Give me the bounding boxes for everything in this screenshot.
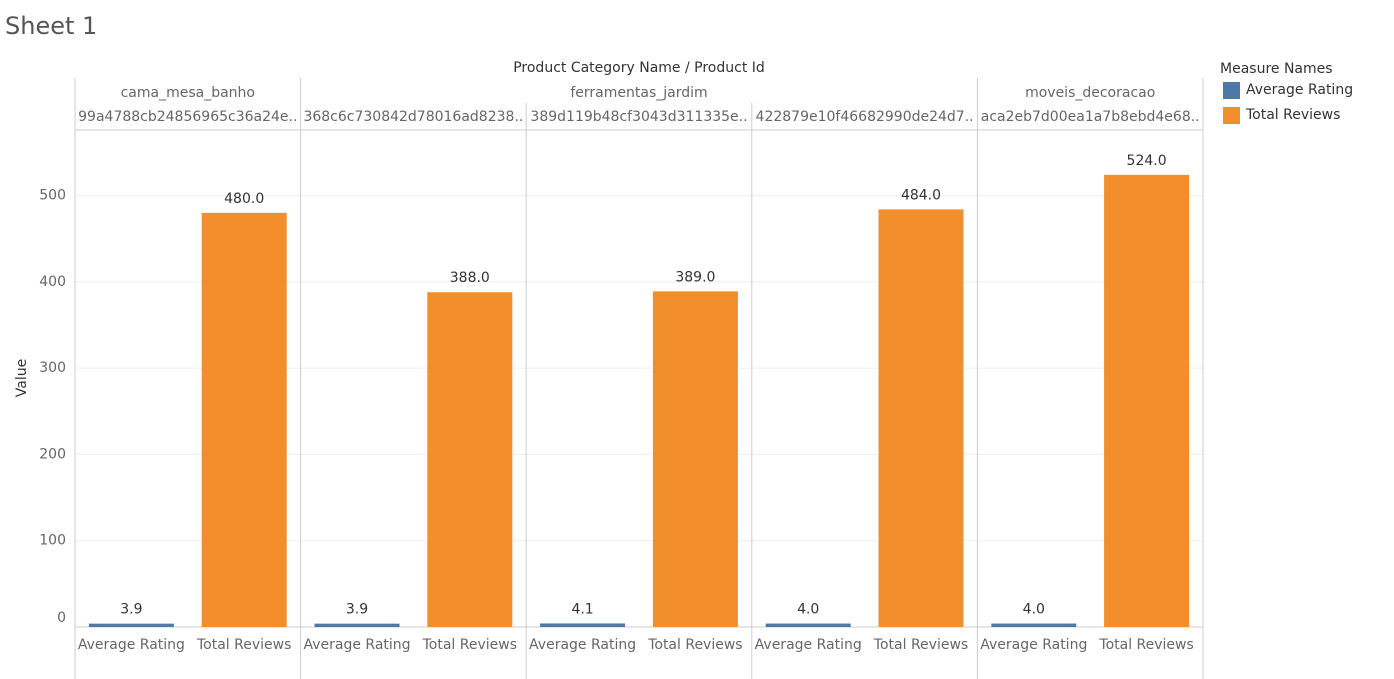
value-label: 388.0 (450, 270, 490, 286)
category-label: 368c6c730842d78016ad8238.. (303, 109, 523, 125)
value-label: 4.1 (571, 601, 593, 617)
x-tick-label: Total Reviews (196, 637, 291, 653)
y-tick-label: 0 (57, 610, 66, 626)
group-label: moveis_decoracao (1025, 85, 1155, 101)
legend-title: Measure Names (1220, 61, 1333, 77)
bar (765, 623, 851, 627)
bar (1104, 174, 1190, 628)
value-label: 524.0 (1127, 153, 1167, 169)
category-label: 389d119b48cf3043d311335e.. (530, 109, 747, 125)
y-tick-label: 100 (39, 533, 66, 549)
bar (991, 623, 1077, 627)
sheet-title: Sheet 1 (5, 12, 97, 40)
legend-label: Total Reviews (1245, 107, 1340, 123)
bar (201, 212, 287, 628)
bar (540, 623, 626, 627)
bar (88, 623, 174, 627)
group-label: cama_mesa_banho (121, 85, 255, 101)
x-tick-label: Average Rating (529, 637, 636, 653)
value-label: 389.0 (675, 269, 715, 285)
value-label: 4.0 (797, 602, 819, 618)
x-tick-label: Average Rating (980, 637, 1087, 653)
category-label: 422879e10f46682990de24d7.. (756, 109, 974, 125)
x-tick-label: Average Rating (755, 637, 862, 653)
x-tick-label: Total Reviews (1098, 637, 1193, 653)
value-label: 3.9 (120, 602, 142, 618)
x-tick-label: Average Rating (303, 637, 410, 653)
value-label: 480.0 (224, 191, 264, 207)
category-label: aca2eb7d00ea1a7b8ebd4e68.. (981, 109, 1200, 125)
bar (652, 291, 738, 627)
x-tick-label: Total Reviews (647, 637, 742, 653)
x-tick-label: Average Rating (78, 637, 185, 653)
legend-label: Average Rating (1246, 82, 1353, 98)
bar (878, 209, 964, 627)
category-label: 99a4788cb24856965c36a24e.. (78, 109, 297, 125)
y-tick-label: 300 (39, 360, 66, 376)
bar (314, 623, 400, 627)
x-tick-label: Total Reviews (873, 637, 968, 653)
y-tick-label: 400 (39, 274, 66, 290)
y-tick-label: 200 (39, 446, 66, 462)
y-axis-title: Value (14, 359, 30, 397)
bar (427, 292, 513, 627)
value-label: 4.0 (1023, 602, 1045, 618)
x-axis-title: Product Category Name / Product Id (513, 60, 765, 76)
legend-swatch (1223, 107, 1240, 124)
legend-swatch (1223, 82, 1240, 99)
value-label: 3.9 (346, 602, 368, 618)
x-tick-label: Total Reviews (422, 637, 517, 653)
y-tick-label: 500 (39, 188, 66, 204)
value-label: 484.0 (901, 187, 941, 203)
group-label: ferramentas_jardim (570, 85, 707, 101)
